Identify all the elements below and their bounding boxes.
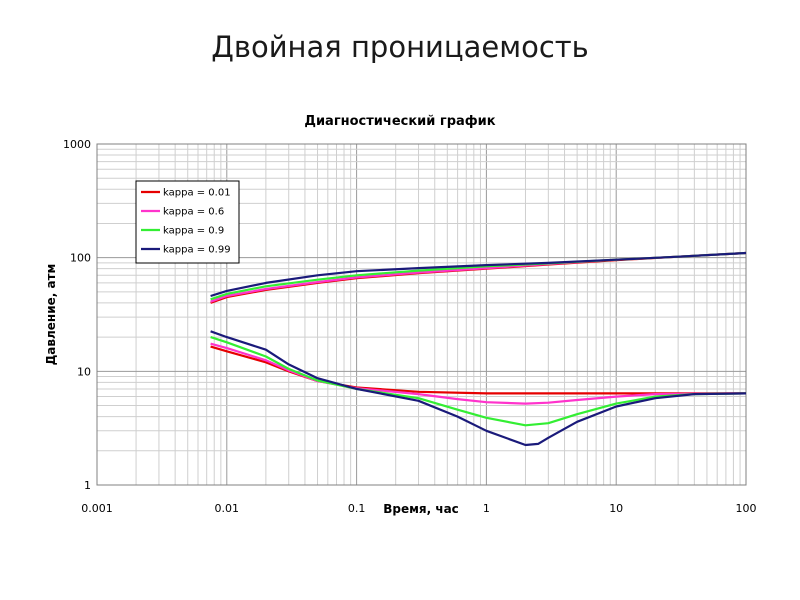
y-tick-label: 100 <box>70 252 91 265</box>
x-axis-label: Время, час <box>383 502 459 516</box>
series-pressure-line <box>210 251 747 304</box>
series-derivative-line <box>210 330 747 447</box>
plot-area <box>96 143 747 486</box>
y-axis-label: Давление, атм <box>44 264 58 366</box>
x-tick-label: 10 <box>609 502 623 515</box>
series-pressure-line <box>210 251 747 298</box>
legend-entry: kappa = 0.01 <box>163 188 231 199</box>
y-tick-label: 1 <box>84 479 91 492</box>
legend-entry: kappa = 0.6 <box>163 207 224 218</box>
x-tick-label: 0.001 <box>81 502 113 515</box>
series-derivative-line <box>210 336 747 427</box>
slide-title: Двойная проницаемость <box>211 30 589 64</box>
tick-labels: 0.001 0.01 0.1 1 10 100 1 10 100 1000 <box>63 138 757 515</box>
series-pressure-line <box>210 251 747 303</box>
y-tick-label: 10 <box>77 365 91 378</box>
legend-entry: kappa = 0.9 <box>163 226 224 237</box>
x-tick-label: 0.1 <box>348 502 366 515</box>
x-tick-label: 0.01 <box>215 502 240 515</box>
x-tick-label: 1 <box>483 502 490 515</box>
series-lines <box>210 251 747 447</box>
x-tick-label: 100 <box>736 502 757 515</box>
chart-title: Диагностический график <box>304 114 496 129</box>
legend: kappa = 0.01 kappa = 0.6 kappa = 0.9 kappa … <box>135 180 240 264</box>
legend-entry: kappa = 0.99 <box>163 245 231 256</box>
y-tick-label: 1000 <box>63 138 91 151</box>
series-derivative-line <box>210 342 747 405</box>
